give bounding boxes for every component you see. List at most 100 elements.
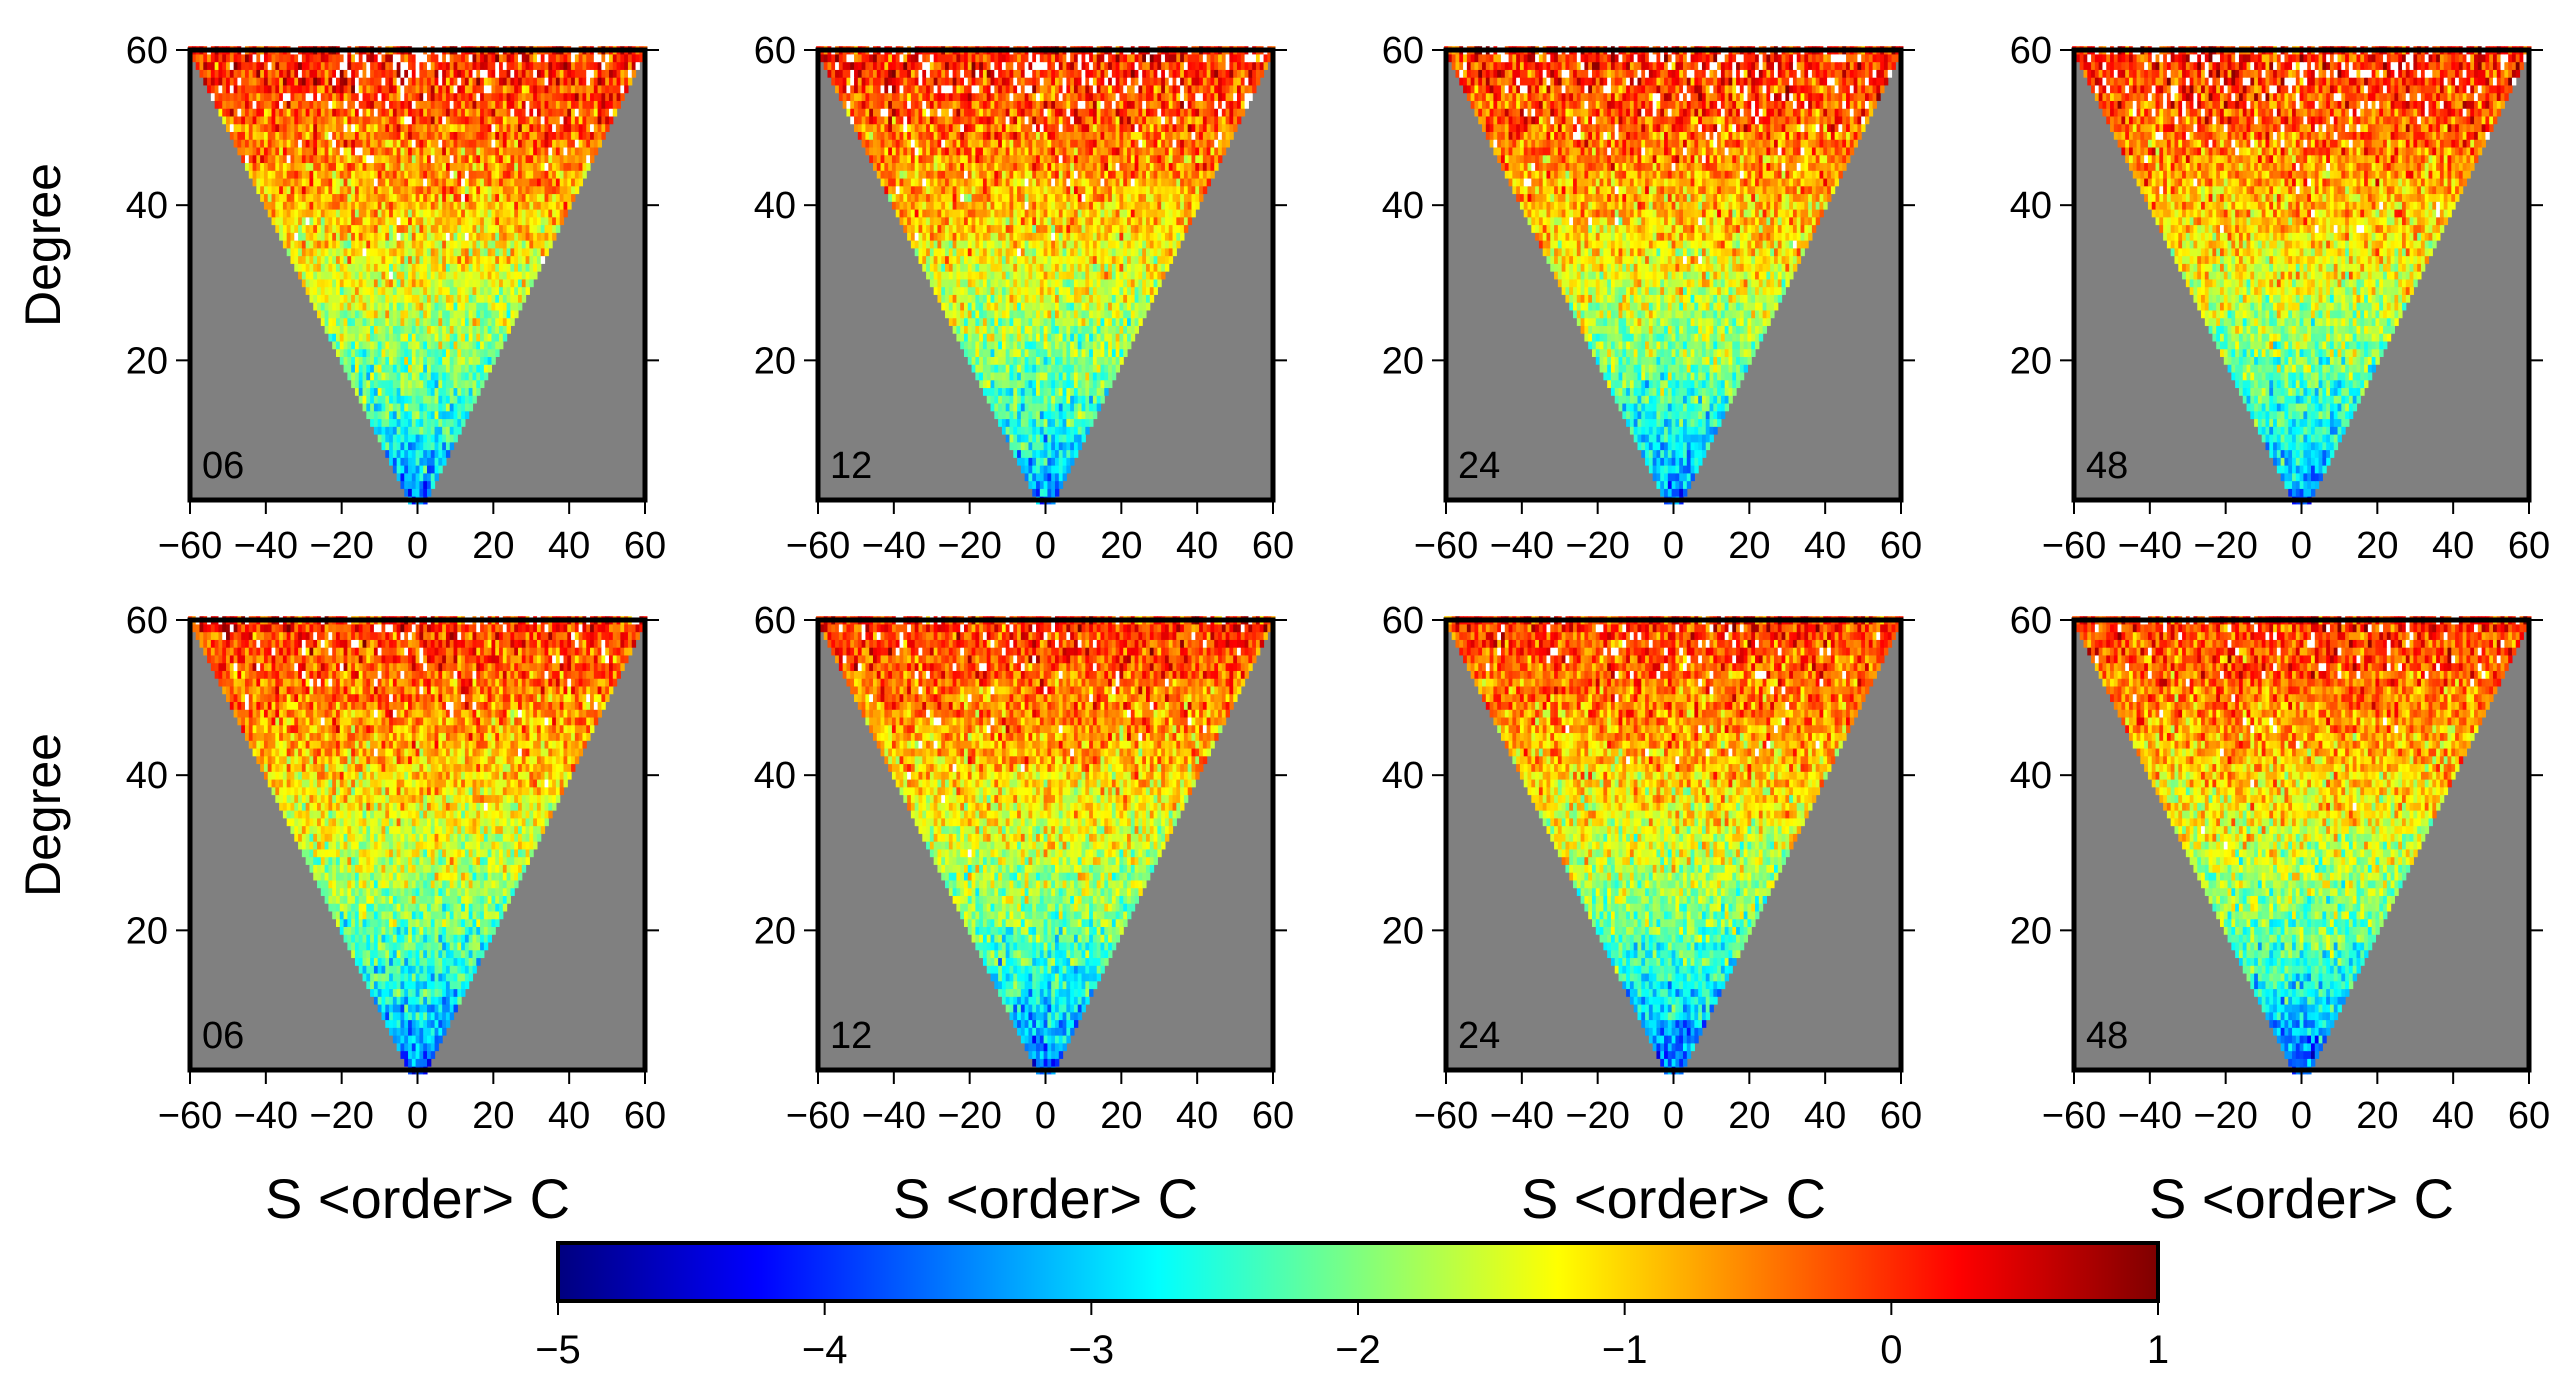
heatmap-cell [525,139,530,148]
heatmap-cell [366,201,371,210]
heatmap-cell [400,100,405,109]
heatmap-cell [317,131,322,140]
heatmap-cell [529,84,534,94]
heatmap-cell [495,341,500,350]
heatmap-cell [1130,317,1136,326]
heatmap-cell [464,131,470,140]
heatmap-cell [449,356,455,365]
heatmap-cell [586,139,591,148]
heatmap-cell [411,372,417,381]
heatmap-cell [502,224,508,233]
heatmap-cell [218,77,223,86]
heatmap-cell [320,193,326,202]
heatmap-cell [449,255,455,264]
heatmap-cell [392,395,398,404]
heatmap-cell [263,185,269,195]
heatmap-cell [998,247,1003,257]
heatmap-cell [286,170,292,179]
heatmap-cell [1036,372,1041,381]
heatmap-cell [567,108,572,117]
heatmap-cell [339,53,345,63]
heatmap-cell [256,116,261,125]
heatmap-cell [404,61,409,70]
heatmap-cell [563,209,568,218]
heatmap-cell [396,178,402,187]
heatmap-cell [385,209,390,218]
heatmap-cell [476,116,481,125]
heatmap-cell [392,286,398,295]
heatmap-cell [1108,294,1113,303]
heatmap-cell [1085,325,1090,334]
heatmap-cell [392,77,398,86]
heatmap-cell [438,178,443,187]
heatmap-cell [510,77,515,86]
heatmap-cell [449,333,455,342]
heatmap-cell [256,108,261,117]
heatmap-cell [1089,410,1094,420]
heatmap-cell [461,294,466,303]
heatmap-cell [400,294,405,303]
heatmap-cell [392,465,398,474]
heatmap-cell [1054,472,1060,482]
heatmap-cell [404,333,409,342]
heatmap-cell [571,84,576,94]
heatmap-cell [260,100,265,109]
heatmap-cell [1009,294,1014,303]
heatmap-cell [396,309,402,319]
heatmap-cell [1009,441,1014,451]
heatmap-cell [1142,294,1147,303]
heatmap-cell [408,426,413,435]
heatmap-cell [373,170,379,179]
heatmap-cell [1077,309,1083,319]
heatmap-cell [434,317,439,326]
heatmap-cell [1017,418,1022,427]
heatmap-cell [408,178,413,187]
heatmap-cell [434,426,439,435]
heatmap-cell [487,178,493,187]
heatmap-cell [540,216,546,226]
heatmap-cell [430,147,436,156]
heatmap-cell [449,317,455,326]
heatmap-cell [339,185,345,195]
heatmap-cell [1005,434,1011,443]
heatmap-cell [555,201,561,210]
heatmap-cell [328,325,333,334]
heatmap-cell [438,403,443,412]
heatmap-cell [608,108,614,117]
heatmap-cell [461,356,466,365]
heatmap-cell [298,201,303,210]
heatmap-cell [994,348,999,357]
heatmap-cell [1036,395,1041,404]
heatmap-cell [998,379,1003,389]
heatmap-cell [244,139,250,148]
heatmap-cell [415,193,420,202]
heatmap-cell [320,263,326,272]
heatmap-cell [552,147,557,156]
heatmap-cell [624,61,629,70]
heatmap-cell [616,84,621,94]
heatmap-cell [313,170,318,179]
heatmap-cell [445,123,451,132]
heatmap-cell [1062,434,1067,443]
heatmap-cell [373,193,379,202]
heatmap-cell [426,162,432,171]
heatmap-cell [461,247,466,257]
heatmap-cell [260,108,265,117]
heatmap-cell [449,294,455,303]
heatmap-cell [248,116,254,125]
heatmap-cell [404,356,409,365]
heatmap-cell [495,185,500,195]
heatmap-cell [339,348,345,357]
heatmap-cell [298,240,303,249]
heatmap-cell [533,209,538,218]
heatmap-cell [464,61,470,70]
heatmap-cell [286,185,292,195]
heatmap-cell [400,131,405,140]
heatmap-cell [442,69,447,78]
heatmap-cell [1092,278,1098,288]
heatmap-cell [320,286,326,295]
heatmap-cell [483,108,489,117]
heatmap-cell [582,61,587,70]
heatmap-cell [408,325,413,334]
heatmap-cell [517,162,523,171]
